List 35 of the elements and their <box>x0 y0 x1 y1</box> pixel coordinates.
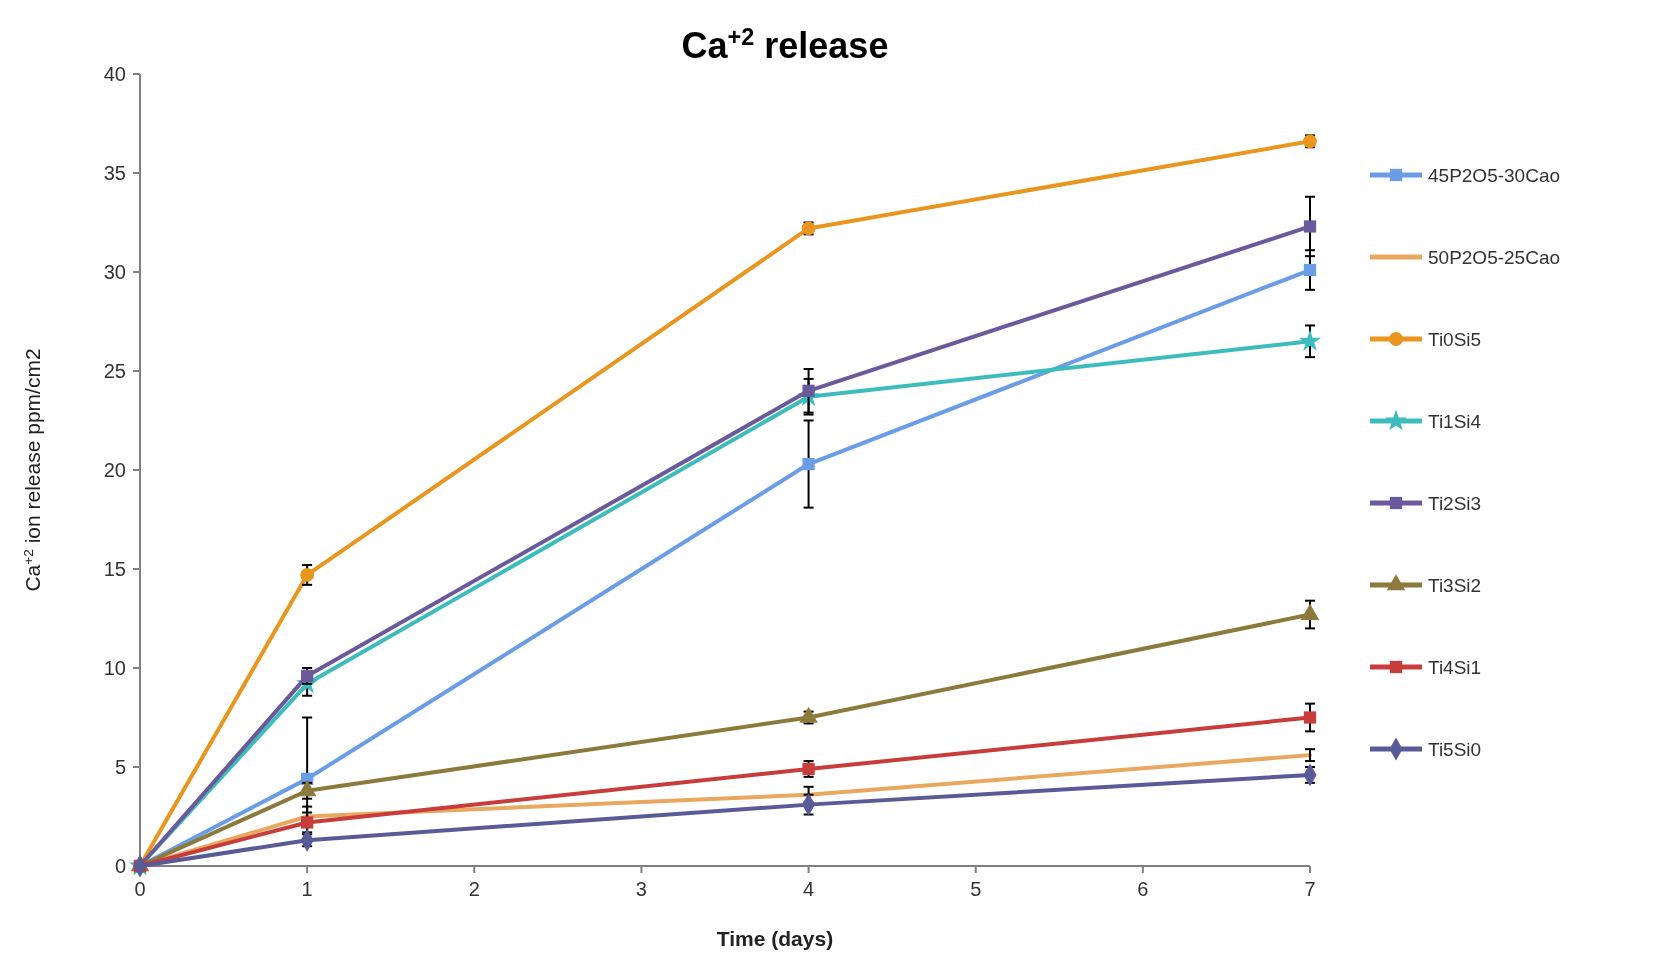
x-tick-label: 5 <box>970 878 982 900</box>
point <box>300 568 315 582</box>
x-tick-label: 6 <box>1137 878 1149 900</box>
legend-label: 50P2O5-25Cao <box>1428 246 1561 268</box>
y-tick-label: 40 <box>103 63 126 85</box>
y-tick-label: 0 <box>114 855 126 877</box>
legend-label: Ti3Si2 <box>1428 574 1482 596</box>
chart-title: Ca$^{+2}$ release <box>681 24 889 66</box>
point <box>802 457 815 471</box>
x-tick-label: 7 <box>1304 878 1316 900</box>
legend-label: Ti1Si4 <box>1428 410 1482 432</box>
legend-label: Ti5Si0 <box>1428 738 1482 760</box>
y-tick-label: 25 <box>103 360 126 382</box>
x-tick-label: 1 <box>301 878 313 900</box>
y-tick-label: 10 <box>103 657 126 679</box>
legend-label: Ti4Si1 <box>1428 656 1482 678</box>
y-tick-label: 15 <box>103 558 126 580</box>
y-tick-label: 30 <box>103 261 126 283</box>
point <box>1299 329 1321 351</box>
y-tick-label: 20 <box>103 459 126 481</box>
point <box>1303 711 1317 724</box>
y-tick-label: 5 <box>114 756 126 778</box>
point <box>1303 220 1317 233</box>
point <box>301 816 314 829</box>
x-tick-label: 3 <box>635 878 647 900</box>
point <box>802 384 815 397</box>
x-tick-label: 4 <box>803 878 815 900</box>
legend-label: Ti0Si5 <box>1428 328 1482 350</box>
x-tick-label: 2 <box>468 878 480 900</box>
legend-label: Ti2Si3 <box>1428 492 1482 514</box>
y-tick-label: 35 <box>103 162 126 184</box>
x-axis-title: Time (days) <box>716 927 834 950</box>
point <box>1303 263 1317 277</box>
legend-label: 45P2O5-30Cao <box>1428 164 1561 186</box>
x-tick-label: 0 <box>134 878 146 900</box>
